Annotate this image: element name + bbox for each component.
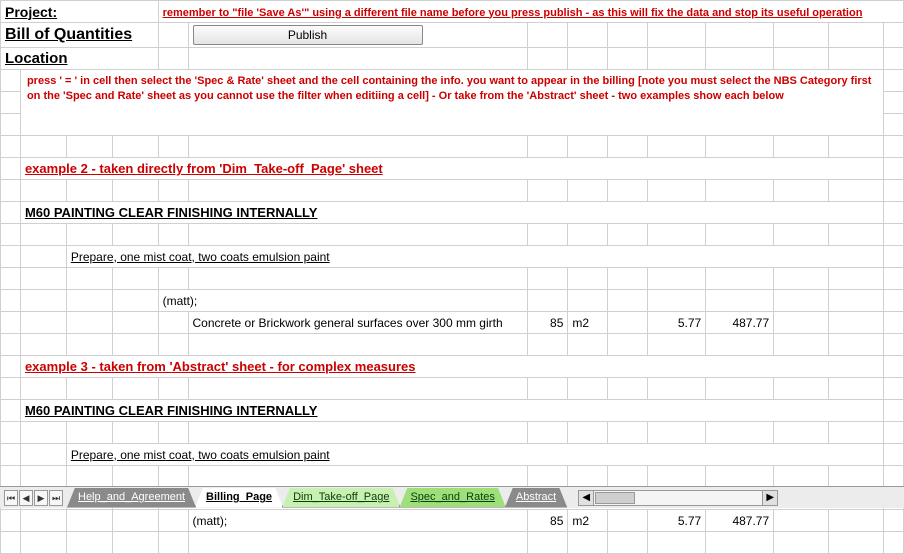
scroll-right-icon[interactable]: ▶ <box>762 491 777 505</box>
horizontal-scrollbar[interactable]: ◀ ▶ <box>578 490 778 506</box>
example3-unit: m2 <box>572 514 589 528</box>
example2-amount: 487.77 <box>732 316 769 330</box>
tab-nav-prev-icon[interactable]: ◀ <box>19 490 33 506</box>
save-warning: remember to "file 'Save As'" using a dif… <box>163 7 863 19</box>
example3-title: example 3 - taken from 'Abstract' sheet … <box>25 359 416 374</box>
spreadsheet-grid[interactable]: Project: remember to "file 'Save As'" us… <box>0 0 904 554</box>
tab-billing[interactable]: Billing_Page <box>195 488 283 508</box>
example2-sub: Prepare, one mist coat, two coats emulsi… <box>71 250 330 264</box>
scroll-left-icon[interactable]: ◀ <box>579 491 594 505</box>
example3-qty: 85 <box>550 514 563 528</box>
example2-qty: 85 <box>550 316 563 330</box>
example2-desc: Concrete or Brickwork general surfaces o… <box>193 316 503 330</box>
example3-amount: 487.77 <box>732 514 769 528</box>
tab-nav-first-icon[interactable]: ⏮ <box>4 490 18 506</box>
example2-title: example 2 - taken directly from 'Dim_Tak… <box>25 161 383 176</box>
example3-note: (matt); <box>193 514 228 528</box>
tab-help[interactable]: Help_and_Agreement <box>67 488 196 508</box>
tab-spec-rates[interactable]: Spec_and_Rates <box>399 488 505 508</box>
example2-note: (matt); <box>163 294 198 308</box>
example2-rate: 5.77 <box>678 316 701 330</box>
sheet-tab-bar: ⏮ ◀ ▶ ⏭ Help_and_Agreement Billing_Page … <box>0 486 904 508</box>
project-label: Project: <box>5 4 57 20</box>
example3-sub: Prepare, one mist coat, two coats emulsi… <box>71 448 330 462</box>
example3-rate: 5.77 <box>678 514 701 528</box>
tab-abstract[interactable]: Abstract <box>505 488 567 508</box>
tab-nav-next-icon[interactable]: ▶ <box>34 490 48 506</box>
example3-heading: M60 PAINTING CLEAR FINISHING INTERNALLY <box>25 403 318 418</box>
instruction-text: press ' = ' in cell then select the 'Spe… <box>27 74 877 104</box>
tab-nav-last-icon[interactable]: ⏭ <box>49 490 63 506</box>
tab-dim-takeoff[interactable]: Dim_Take-off_Page <box>282 488 400 508</box>
example2-unit: m2 <box>572 316 589 330</box>
page-title: Bill of Quantities <box>5 26 132 43</box>
publish-button[interactable]: Publish <box>193 25 423 45</box>
location-title: Location <box>5 50 68 67</box>
scroll-thumb[interactable] <box>595 492 635 504</box>
example2-heading: M60 PAINTING CLEAR FINISHING INTERNALLY <box>25 205 318 220</box>
